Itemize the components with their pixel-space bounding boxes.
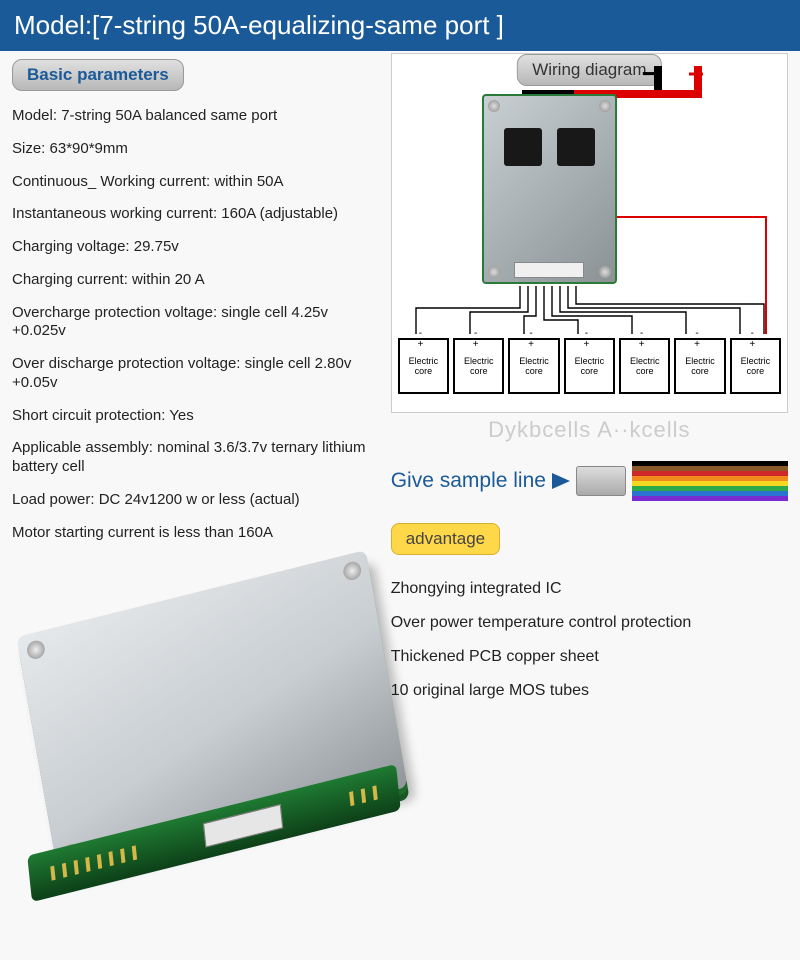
param-item: Short circuit protection: Yes [12, 407, 379, 426]
advantage-item: Zhongying integrated IC [391, 579, 788, 599]
wire-b-plus [617, 216, 767, 218]
battery-cell: Electric core [730, 338, 781, 394]
param-item: Continuous_ Working current: within 50A [12, 173, 379, 192]
balance-connector [514, 262, 584, 278]
sample-line-label: Give sample line [391, 469, 546, 493]
arrow-right-icon [552, 473, 570, 489]
param-item: Size: 63*90*9mm [12, 140, 379, 159]
param-item: Overcharge protection voltage: single ce… [12, 304, 379, 342]
param-item: Over discharge protection voltage: singl… [12, 355, 379, 393]
battery-cell: Electric core [398, 338, 449, 394]
sample-line-row: Give sample line [391, 461, 788, 501]
battery-cell: Electric core [674, 338, 725, 394]
connector-plug [576, 466, 626, 496]
battery-cell: Electric core [564, 338, 615, 394]
advantage-item: Thickened PCB copper sheet [391, 647, 788, 667]
param-item: Charging current: within 20 A [12, 271, 379, 290]
advantage-item: 10 original large MOS tubes [391, 681, 788, 701]
battery-cell: Electric core [453, 338, 504, 394]
param-item: Instantaneous working current: 160A (adj… [12, 205, 379, 224]
ribbon-cable [632, 461, 788, 501]
watermark-text: Dykbcells A··kcells [391, 417, 788, 443]
model-header: Model:[7-string 50A-equalizing-same port… [0, 0, 800, 51]
param-item: Load power: DC 24v1200 w or less (actual… [12, 491, 379, 510]
param-item: Motor starting current is less than 160A [12, 524, 379, 543]
basic-params-pill: Basic parameters [12, 59, 184, 91]
wire-pos-v [694, 66, 702, 98]
chip-right [557, 128, 595, 166]
param-list: Model: 7-string 50A balanced same port Si… [12, 107, 379, 542]
ribbon-strand [632, 496, 788, 501]
battery-cell: Electric core [508, 338, 559, 394]
cells-row: Electric coreElectric coreElectric coreE… [398, 338, 781, 394]
advantage-item: Over power temperature control protectio… [391, 613, 788, 633]
battery-cell: Electric core [619, 338, 670, 394]
wiring-diagram: Wiring diagram − + [391, 53, 788, 413]
product-board [12, 572, 432, 922]
advantage-list: Zhongying integrated IC Over power temper… [391, 579, 788, 701]
wiring-pill: Wiring diagram [517, 54, 661, 86]
param-item: Charging voltage: 29.75v [12, 238, 379, 257]
param-item: Model: 7-string 50A balanced same port [12, 107, 379, 126]
param-item: Applicable assembly: nominal 3.6/3.7v te… [12, 439, 379, 477]
pcb-mini [482, 94, 617, 284]
balance-port [203, 804, 283, 847]
right-column: Wiring diagram − + [391, 59, 788, 715]
chip-left [504, 128, 542, 166]
advantage-pill: advantage [391, 523, 500, 555]
